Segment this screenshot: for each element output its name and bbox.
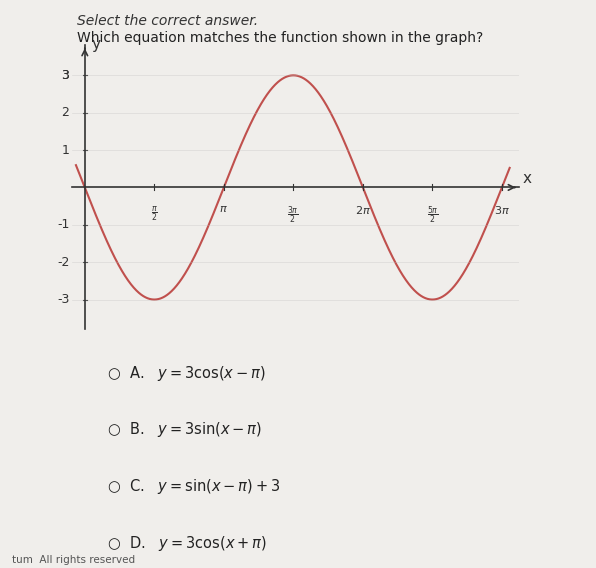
Text: Select the correct answer.: Select the correct answer. [77,14,259,28]
Text: $\bigcirc$  D.   $y = 3\cos(x + \pi)$: $\bigcirc$ D. $y = 3\cos(x + \pi)$ [107,534,267,553]
Text: $\bigcirc$  B.   $y = 3\sin(x - \pi)$: $\bigcirc$ B. $y = 3\sin(x - \pi)$ [107,420,262,439]
Text: x: x [523,170,532,186]
Text: $\bigcirc$  C.   $y = \sin(x - \pi) + 3$: $\bigcirc$ C. $y = \sin(x - \pi) + 3$ [107,477,281,496]
Text: 2: 2 [61,106,69,119]
Text: $2\pi$: $2\pi$ [355,204,371,216]
Text: $3\pi$: $3\pi$ [494,204,510,216]
Text: y: y [91,37,101,52]
Text: -3: -3 [57,293,69,306]
Text: $\pi$: $\pi$ [219,204,228,214]
Text: -2: -2 [57,256,69,269]
Text: 3: 3 [61,69,69,82]
Text: $\frac{3\pi}{2}$: $\frac{3\pi}{2}$ [287,204,299,225]
Text: tum  All rights reserved: tum All rights reserved [12,555,135,565]
Text: $\frac{\pi}{2}$: $\frac{\pi}{2}$ [151,204,158,223]
Text: $\bigcirc$  A.   $y = 3\cos(x - \pi)$: $\bigcirc$ A. $y = 3\cos(x - \pi)$ [107,364,266,382]
Text: -1: -1 [57,218,69,231]
Text: $\frac{5\pi}{2}$: $\frac{5\pi}{2}$ [427,204,438,225]
Text: 1: 1 [61,144,69,157]
Text: Which equation matches the function shown in the graph?: Which equation matches the function show… [77,31,484,45]
Text: 3: 3 [61,69,69,82]
